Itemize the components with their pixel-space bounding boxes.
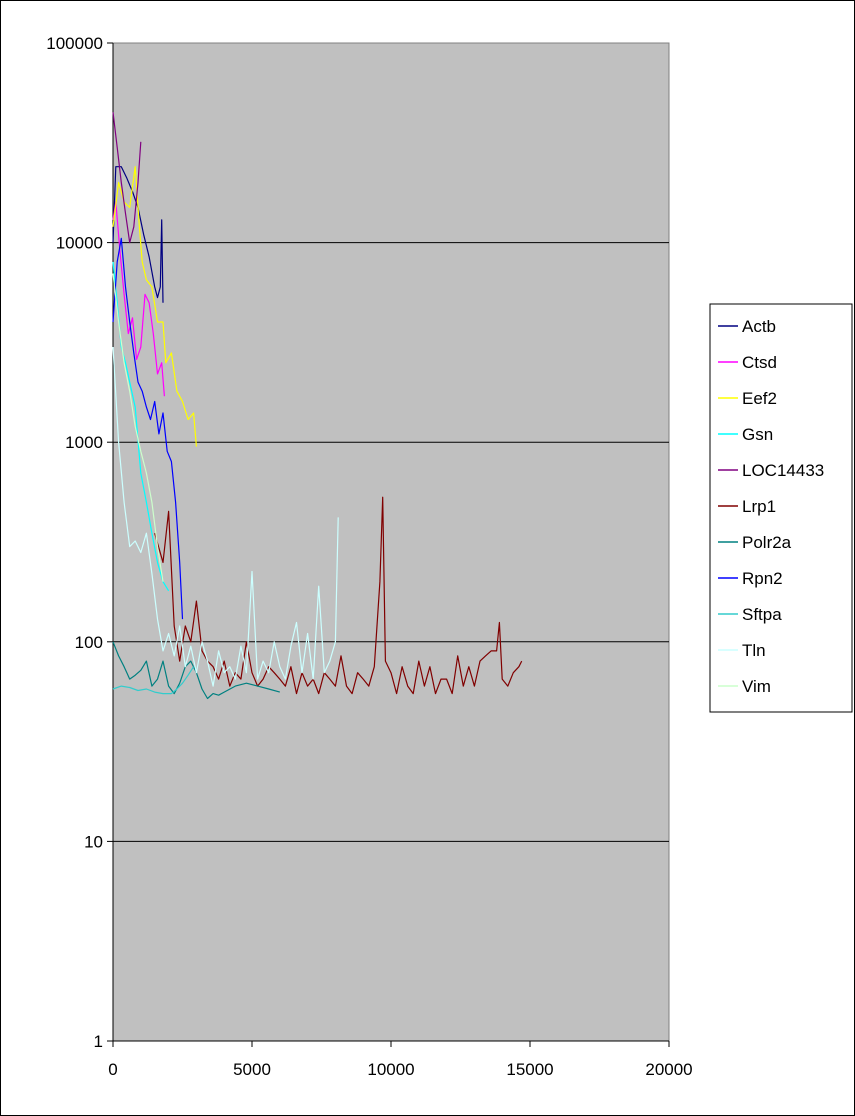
series-line-polr2a: [112, 641, 280, 700]
legend-label: Actb: [742, 317, 776, 336]
series-line-ctsd: [112, 201, 165, 397]
series-line-vim: [112, 273, 164, 582]
y-tick-label: 1: [94, 1032, 103, 1051]
series-line-tln: [112, 346, 339, 687]
legend-label: Vim: [742, 677, 771, 696]
x-tick-label: 15000: [506, 1060, 553, 1079]
legend: [709, 303, 853, 713]
legend-label: Eef2: [742, 389, 777, 408]
legend-label: Tln: [742, 641, 766, 660]
y-tick-label: 100: [75, 633, 103, 652]
x-tick-label: 20000: [645, 1060, 692, 1079]
y-tick-label: 1000: [65, 433, 103, 452]
legend-label: Sftpa: [742, 605, 782, 624]
series-line-sftpa: [112, 666, 195, 695]
y-tick-label: 100000: [46, 34, 103, 53]
legend-label: Lrp1: [742, 497, 776, 516]
x-tick-label: 0: [108, 1060, 117, 1079]
series-line-rpn2: [112, 237, 184, 620]
y-tick-label: 10: [84, 832, 103, 851]
x-tick-label: 10000: [367, 1060, 414, 1079]
legend-label: LOC14433: [742, 461, 824, 480]
series-line-actb: [112, 166, 164, 303]
x-tick-label: 5000: [233, 1060, 271, 1079]
series-line-eef2: [112, 166, 197, 447]
legend-label: Ctsd: [742, 353, 777, 372]
legend-label: Polr2a: [742, 533, 792, 552]
series-line-loc14433: [112, 112, 142, 244]
series-line-lrp1: [154, 496, 523, 695]
y-tick-label: 10000: [56, 234, 103, 253]
legend-label: Gsn: [742, 425, 773, 444]
plot-area: [112, 42, 670, 1042]
legend-label: Rpn2: [742, 569, 783, 588]
